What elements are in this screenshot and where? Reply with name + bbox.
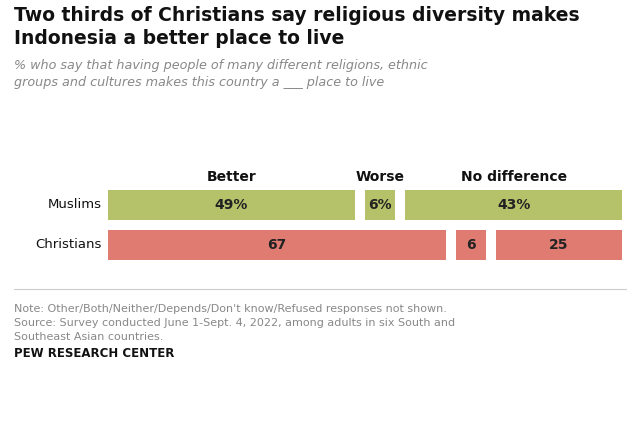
Text: 43%: 43% (497, 198, 531, 212)
Text: 6%: 6% (368, 198, 392, 212)
Bar (108, 230, 445, 260)
Text: Worse: Worse (356, 170, 404, 184)
Text: 6: 6 (466, 238, 476, 252)
Text: 25: 25 (549, 238, 569, 252)
Text: Muslims: Muslims (48, 198, 102, 212)
Bar (496, 230, 622, 260)
Bar (405, 190, 622, 220)
Text: 67: 67 (268, 238, 287, 252)
Text: % who say that having people of many different religions, ethnic
groups and cult: % who say that having people of many dif… (14, 59, 428, 89)
Text: Christians: Christians (36, 238, 102, 251)
Text: Better: Better (207, 170, 257, 184)
Bar (365, 190, 396, 220)
Bar (456, 230, 486, 260)
Text: Two thirds of Christians say religious diversity makes
Indonesia a better place : Two thirds of Christians say religious d… (14, 6, 580, 48)
Text: No difference: No difference (461, 170, 566, 184)
Bar (108, 190, 355, 220)
Text: PEW RESEARCH CENTER: PEW RESEARCH CENTER (14, 347, 174, 360)
Text: 49%: 49% (215, 198, 248, 212)
Text: Note: Other/Both/Neither/Depends/Don't know/Refused responses not shown.
Source:: Note: Other/Both/Neither/Depends/Don't k… (14, 304, 455, 342)
